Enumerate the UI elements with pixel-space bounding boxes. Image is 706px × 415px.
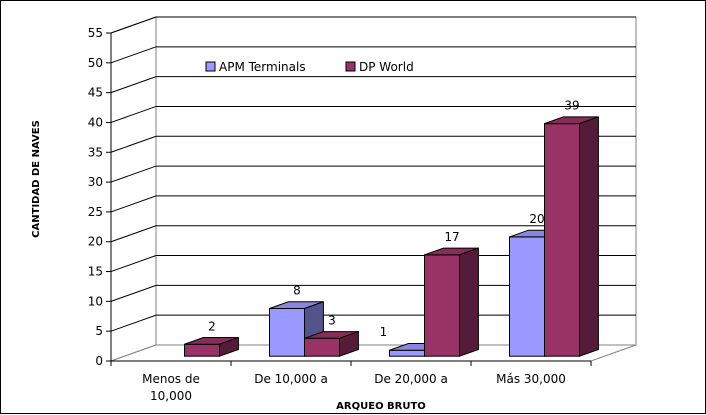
y-tick-label: 50	[88, 56, 103, 70]
bar-front	[184, 343, 220, 357]
bar-side	[579, 116, 599, 357]
gridline	[110, 135, 636, 153]
bar-side	[339, 330, 359, 357]
bar-side	[459, 247, 479, 357]
y-tick-label: 35	[88, 145, 103, 159]
gridline	[110, 16, 636, 34]
category-label: Más 30,000	[496, 372, 566, 386]
data-label: 1	[380, 325, 388, 339]
y-tick-label: 30	[88, 175, 103, 189]
category-label: Menos de	[142, 372, 200, 386]
x-axis-title: ARQUEO BRUTO	[336, 401, 426, 412]
y-tick-label: 55	[88, 26, 103, 40]
bar-front	[424, 254, 460, 357]
data-label: 17	[444, 230, 459, 244]
gridline	[110, 165, 636, 183]
y-tick-label: 20	[88, 235, 103, 249]
category-label: De 10,000 a	[254, 372, 328, 386]
gridline	[110, 46, 636, 64]
y-tick-label: 15	[88, 265, 103, 279]
legend-swatch	[205, 61, 216, 72]
gridline	[110, 195, 636, 213]
bar-front	[269, 307, 305, 357]
bar-front	[389, 349, 425, 357]
gridline	[110, 105, 636, 123]
legend-swatch	[345, 61, 356, 72]
data-label: 39	[564, 99, 579, 113]
legend-label: APM Terminals	[219, 60, 306, 74]
data-label: 8	[293, 283, 301, 297]
category-label: 10,000	[150, 389, 192, 403]
bar-front	[509, 236, 545, 357]
y-tick-label: 10	[88, 294, 103, 308]
y-tick-label: 40	[88, 115, 103, 129]
y-tick-label: 45	[88, 86, 103, 100]
left-wall	[110, 16, 157, 362]
gridline	[110, 225, 636, 243]
y-tick-label: 5	[95, 324, 103, 338]
data-label: 20	[529, 212, 544, 226]
data-label: 2	[208, 319, 216, 333]
y-tick-label: 0	[95, 354, 103, 368]
gridline	[110, 76, 636, 94]
bar-front	[544, 123, 580, 357]
y-tick-label: 25	[88, 205, 103, 219]
data-label: 3	[328, 313, 336, 327]
bar-side	[219, 336, 239, 357]
category-label: De 20,000 a	[374, 372, 448, 386]
bar-front	[304, 337, 340, 357]
legend-label: DP World	[359, 60, 414, 74]
y-axis-title: CANTIDAD DE NAVES	[31, 120, 42, 238]
